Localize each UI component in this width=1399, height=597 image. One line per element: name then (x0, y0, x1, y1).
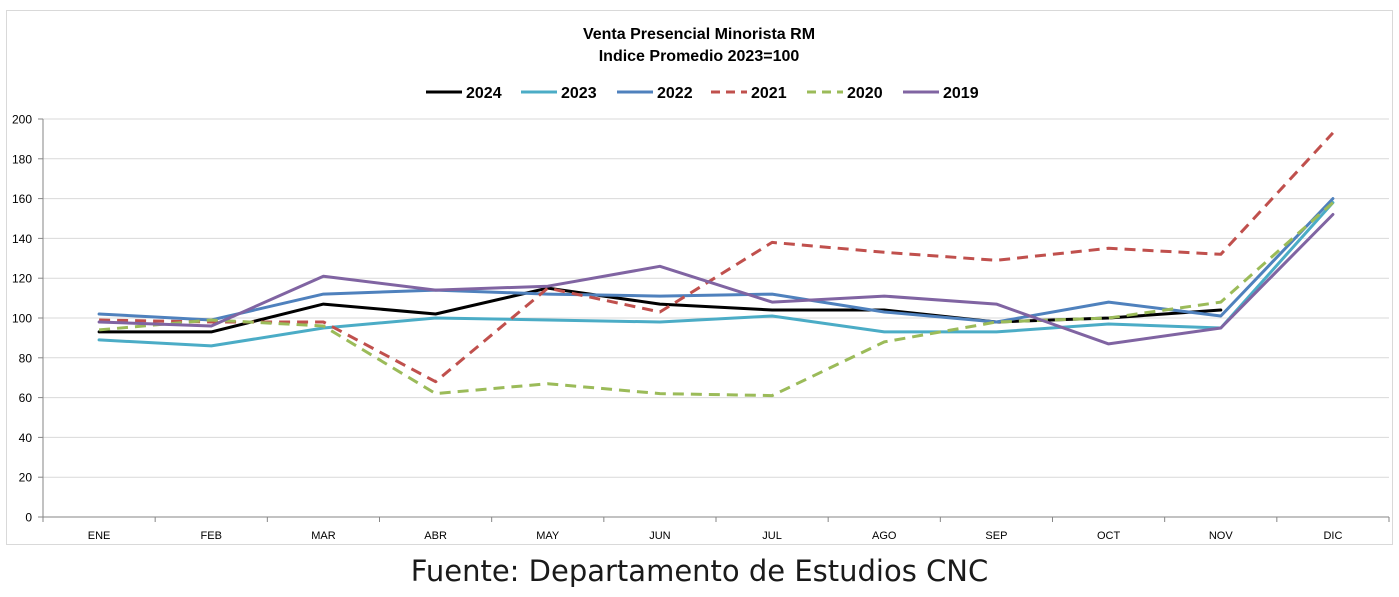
source-note: Fuente: Departamento de Estudios CNC (410, 554, 989, 588)
legend-label-2021: 2021 (751, 85, 787, 102)
series-line-2023 (97, 201, 1335, 348)
series-line-2020 (98, 201, 1334, 398)
y-tick-label: 180 (12, 152, 32, 166)
legend-label-2023: 2023 (561, 85, 597, 102)
x-tick-label: MAR (311, 530, 336, 542)
x-tick-label: ABR (424, 530, 447, 542)
chart-subtitle: Indice Promedio 2023=100 (599, 48, 800, 65)
y-tick-label: 40 (19, 431, 33, 445)
legend-label-2020: 2020 (847, 85, 883, 102)
y-tick-label: 0 (25, 511, 32, 525)
x-tick-label: MAY (536, 530, 560, 542)
x-tick-label: ENE (88, 530, 111, 542)
x-tick-label: DIC (1323, 530, 1342, 542)
y-tick-label: 160 (12, 192, 32, 206)
y-tick-label: 20 (19, 471, 33, 485)
x-tick-label: JUL (762, 530, 782, 542)
y-tick-label: 60 (19, 391, 33, 405)
x-tick-label: NOV (1209, 530, 1234, 542)
x-tick-label: FEB (201, 530, 222, 542)
series-line-2019 (97, 213, 1335, 346)
x-tick-label: SEP (985, 530, 1007, 542)
x-tick-label: AGO (872, 530, 897, 542)
chart-title: Venta Presencial Minorista RM (583, 26, 815, 43)
line-chart: Venta Presencial Minorista RM Indice Prom… (12, 26, 1390, 542)
legend-label-2019: 2019 (943, 85, 979, 102)
y-tick-label: 140 (12, 232, 32, 246)
y-tick-label: 100 (12, 312, 32, 326)
y-tick-label: 200 (12, 113, 32, 127)
series-line-2024 (97, 286, 1223, 334)
legend-label-2022: 2022 (657, 85, 693, 102)
chart-frame (6, 10, 1393, 545)
y-tick-label: 120 (12, 272, 32, 286)
x-tick-label: JUN (649, 530, 670, 542)
y-tick-label: 80 (19, 351, 33, 365)
series-line-2021 (99, 131, 1335, 384)
series-line-2022 (97, 197, 1335, 324)
x-tick-label: OCT (1097, 530, 1121, 542)
legend-label-2024: 2024 (466, 85, 502, 102)
